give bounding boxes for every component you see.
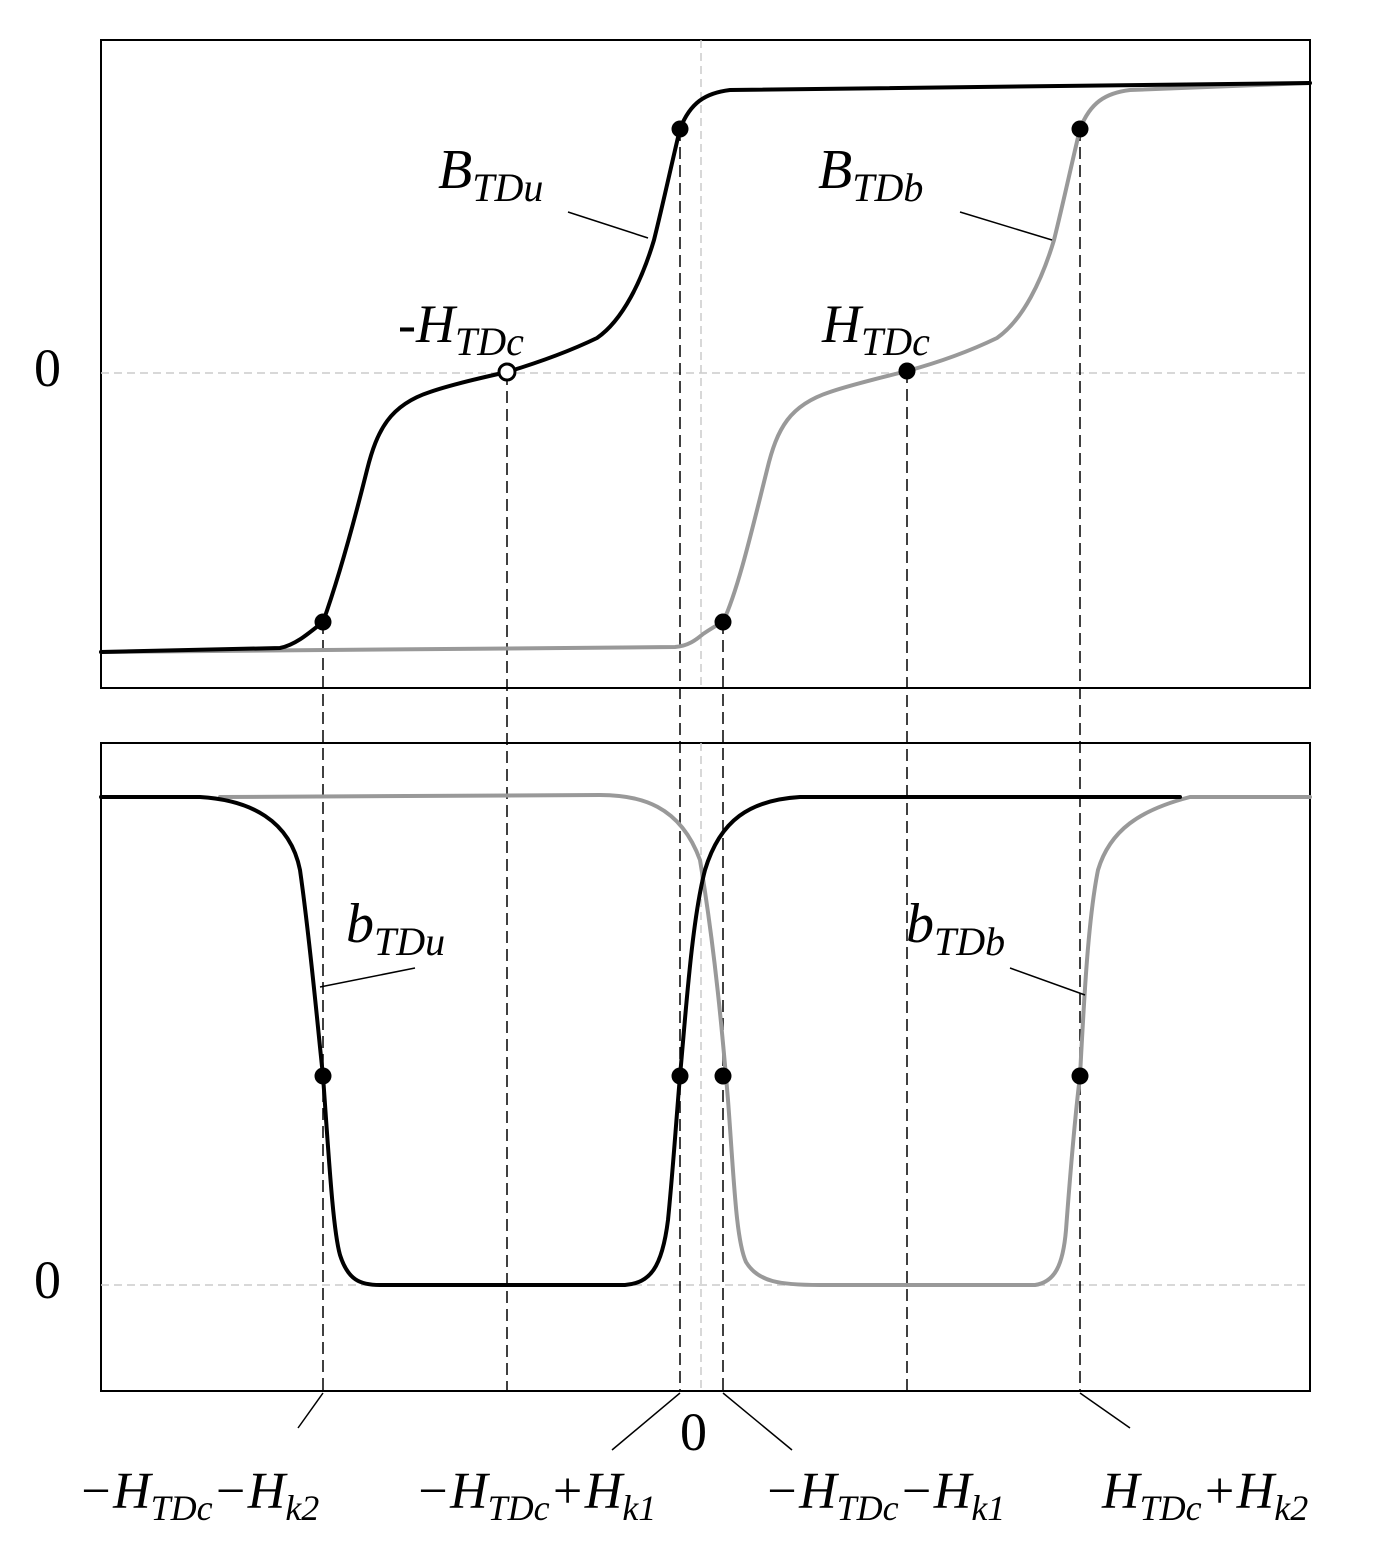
leader-b-TDu	[319, 967, 416, 988]
label-H-TDc-main: H	[821, 294, 864, 354]
x-tick-2-b-sub: k1	[622, 1488, 656, 1528]
label-B-TDu: BTDu	[438, 139, 543, 210]
x-tick-4-b-sub: k2	[1274, 1488, 1308, 1528]
x-tick-label-4: HTDc+Hk2	[1101, 1463, 1308, 1528]
label-neg-H-TDc-main: -H	[398, 294, 458, 354]
x-tick-3-op: −H	[899, 1463, 974, 1520]
point-B-TDu-upper	[671, 120, 689, 138]
x-tick-3-b-sub: k1	[971, 1488, 1005, 1528]
leader-B-TDu	[567, 211, 649, 239]
x-tick-3-a-sub: TDc	[837, 1488, 899, 1528]
label-B-TDb-main: B	[818, 139, 852, 201]
x-tick-1-op: −H	[213, 1463, 288, 1520]
x-tick-4-op: +H	[1202, 1463, 1277, 1520]
curve-B-TDu	[99, 81, 1312, 654]
label-neg-H-TDc: -HTDc	[398, 294, 524, 364]
x-axis-zero-label: 0	[680, 1402, 707, 1462]
x-tick-2-a-sub: TDc	[488, 1488, 550, 1528]
top-panel-points	[314, 120, 1089, 631]
label-B-TDu-sub: TDu	[472, 165, 543, 210]
label-b-TDb: bTDb	[906, 893, 1005, 964]
curve-b-TDb	[218, 792, 1312, 1287]
curve-B-TDb	[99, 81, 1312, 654]
label-b-TDu-main: b	[346, 893, 374, 955]
x-tick-4-a: H	[1101, 1463, 1142, 1520]
x-tick-2-a: −H	[415, 1463, 490, 1520]
top-panel-frame	[100, 39, 1311, 689]
bottom-panel-frame	[100, 742, 1311, 1392]
leader-b-TDb	[1009, 967, 1086, 996]
label-b-TDb-sub: TDb	[934, 919, 1005, 964]
point-b-TDu-right	[671, 1067, 689, 1085]
x-tick-label-3: −HTDc−Hk1	[764, 1463, 1005, 1528]
x-tick-1-a-sub: TDc	[151, 1488, 213, 1528]
projection-lines	[322, 129, 1081, 1391]
label-b-TDu: bTDu	[346, 893, 445, 964]
label-b-TDb-main: b	[906, 893, 934, 955]
label-b-TDu-sub: TDu	[374, 919, 445, 964]
leader-tick-3	[722, 1392, 793, 1451]
x-tick-2-op: +H	[550, 1463, 625, 1520]
leader-B-TDb	[959, 211, 1053, 241]
label-H-TDc-sub: TDc	[861, 319, 930, 364]
point-b-TDb-left	[714, 1067, 732, 1085]
x-tick-label-2: −HTDc+Hk1	[415, 1463, 656, 1528]
curve-b-TDu	[99, 795, 1182, 1287]
leader-tick-1	[297, 1392, 324, 1429]
label-B-TDu-main: B	[438, 139, 472, 201]
point-B-TDu-lower	[314, 613, 332, 631]
x-tick-3-a: −H	[764, 1463, 839, 1520]
label-neg-H-TDc-sub: TDc	[455, 319, 524, 364]
point-b-TDb-right	[1071, 1067, 1089, 1085]
label-B-TDb: BTDb	[818, 139, 923, 210]
curve-leader-lines	[319, 211, 1086, 996]
x-tick-1-a: −H	[78, 1463, 153, 1520]
leader-tick-4	[1079, 1392, 1131, 1429]
point-B-TDb-lower	[714, 613, 732, 631]
bottom-zero-label: 0	[34, 1250, 61, 1310]
x-tick-1-b-sub: k2	[285, 1488, 319, 1528]
x-tick-4-a-sub: TDc	[1140, 1488, 1202, 1528]
label-H-TDc: HTDc	[821, 294, 930, 364]
point-B-TDb-center	[898, 362, 916, 380]
point-b-TDu-left	[314, 1067, 332, 1085]
leader-tick-2	[611, 1392, 681, 1451]
point-B-TDb-upper	[1071, 120, 1089, 138]
axis-leader-lines	[297, 1392, 1131, 1451]
bottom-panel-points	[314, 1067, 1089, 1085]
point-B-TDu-center	[497, 362, 517, 382]
zero-guides	[101, 40, 1310, 1391]
label-B-TDb-sub: TDb	[852, 165, 923, 210]
x-tick-label-1: −HTDc−Hk2	[78, 1463, 319, 1528]
top-zero-label: 0	[34, 338, 61, 398]
